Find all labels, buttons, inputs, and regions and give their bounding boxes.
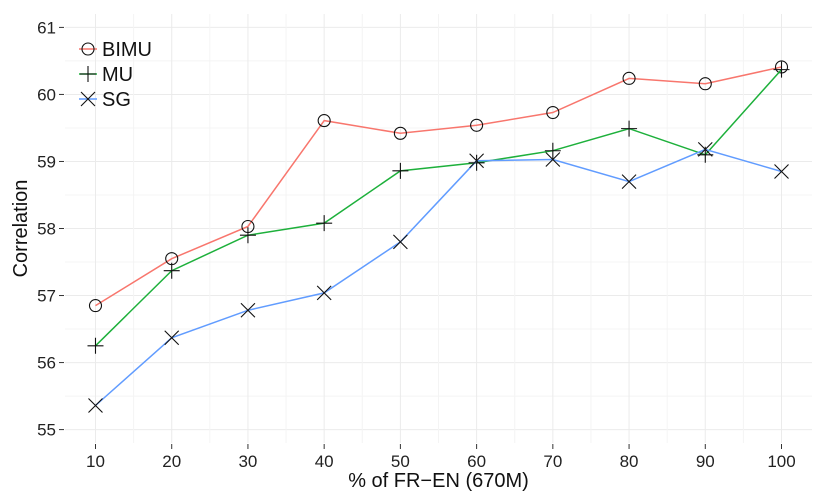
x-tick-label: 80	[620, 452, 639, 471]
data-point-sg	[392, 234, 408, 250]
data-point-mu	[468, 154, 485, 171]
series-mu	[87, 61, 790, 354]
data-point-bimu	[88, 299, 103, 313]
data-point-sg	[469, 153, 485, 169]
x-tick-label: 100	[767, 452, 795, 471]
y-tick-label: 57	[37, 287, 56, 306]
x-tick-label: 40	[315, 452, 334, 471]
x-axis-title: % of FR−EN (670M)	[348, 470, 529, 492]
legend-marker	[80, 66, 96, 82]
data-point-bimu	[317, 114, 331, 128]
data-point-bimu	[546, 105, 560, 120]
data-point-sg	[545, 152, 561, 167]
data-point-bimu	[393, 126, 407, 140]
grid	[65, 14, 812, 443]
y-tick-label: 56	[37, 354, 56, 373]
x-tick-label: 20	[162, 452, 181, 471]
y-tick-label: 60	[37, 85, 56, 104]
series-bimu	[88, 60, 789, 313]
y-tick-label: 59	[37, 152, 56, 171]
data-point-bimu	[698, 77, 712, 91]
data-point-mu	[163, 262, 180, 279]
data-point-sg	[88, 398, 103, 413]
legend-label: SG	[102, 89, 131, 111]
series-line-mu	[94, 69, 783, 347]
data-point-sg	[774, 164, 789, 179]
data-point-mu	[316, 215, 333, 232]
data-point-mu	[239, 227, 256, 244]
data-point-mu	[87, 337, 104, 354]
data-point-sg	[164, 330, 180, 346]
series-layer	[87, 60, 790, 413]
data-point-mu	[544, 142, 561, 159]
x-tick-label: 70	[543, 452, 562, 471]
data-point-bimu	[470, 118, 484, 132]
data-point-mu	[621, 120, 638, 137]
data-point-sg	[316, 285, 332, 301]
data-point-sg	[621, 174, 637, 189]
y-axis: 55 56 57 58 59 60 61	[37, 18, 64, 440]
x-tick-label: 50	[391, 452, 410, 471]
legend-marker	[80, 91, 96, 107]
data-point-mu	[392, 162, 409, 179]
legend-item-mu: MU	[79, 64, 133, 86]
data-point-bimu	[622, 71, 636, 85]
data-point-sg	[697, 142, 713, 157]
legend-item-sg: SG	[79, 89, 131, 111]
x-tick-label: 90	[696, 452, 715, 471]
x-tick-label: 30	[238, 452, 257, 471]
series-sg	[88, 142, 789, 413]
legend-label: BIMU	[102, 39, 152, 61]
x-tick-label: 10	[86, 452, 105, 471]
legend-item-bimu: BIMU	[79, 39, 152, 61]
series-line-bimu	[95, 66, 782, 307]
legend: BIMU MU SG	[79, 39, 152, 111]
x-tick-label: 60	[467, 452, 486, 471]
legend-label: MU	[102, 64, 133, 86]
y-tick-label: 55	[37, 421, 56, 440]
y-axis-title: Correlation	[10, 180, 32, 278]
legend-marker	[81, 42, 95, 56]
data-point-mu	[773, 61, 790, 78]
data-point-sg	[240, 302, 256, 318]
y-tick-label: 61	[37, 18, 56, 37]
series-line-sg	[95, 148, 782, 407]
y-tick-label: 58	[37, 220, 56, 239]
x-axis: 10 20 30 40 50 60 70 80 90 100	[86, 444, 796, 471]
